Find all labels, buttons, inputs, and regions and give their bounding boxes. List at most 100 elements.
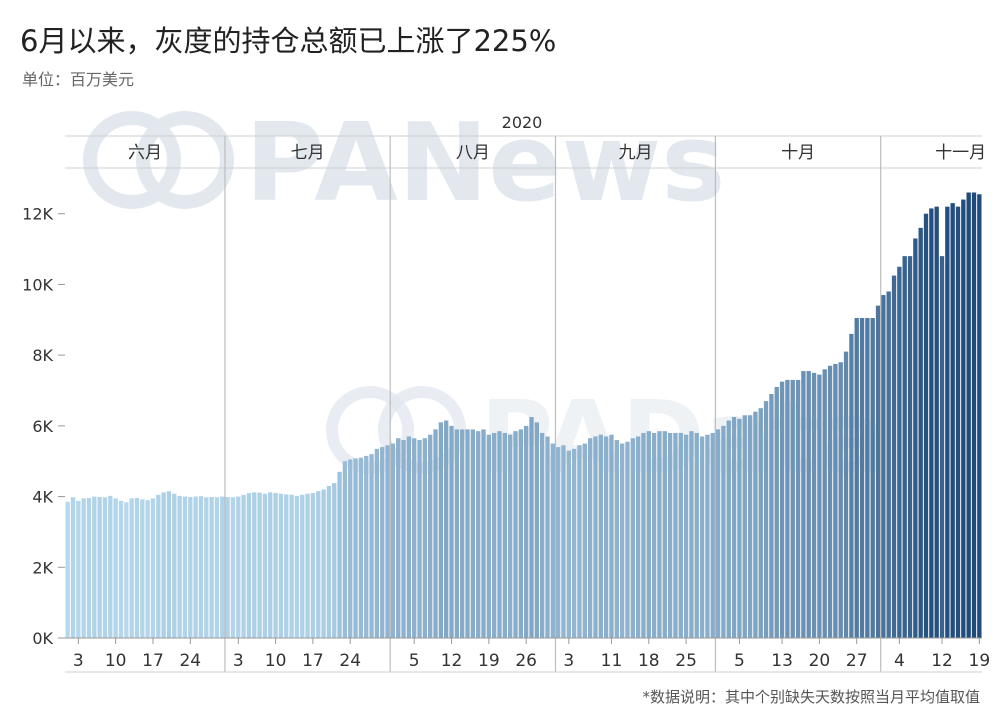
bar (646, 431, 651, 638)
chart-title: 6月以来，灰度的持仓总额已上涨了225% (20, 24, 557, 58)
bar (246, 493, 252, 638)
bar (699, 436, 705, 638)
bar (353, 458, 358, 638)
x-tick-label: 19 (478, 651, 500, 671)
bar (614, 440, 619, 638)
bar (934, 206, 939, 638)
bar (635, 436, 641, 638)
bar (582, 443, 587, 638)
bar (508, 434, 513, 638)
bar (102, 497, 108, 638)
bar (779, 381, 785, 638)
svg-text:PANews: PANews (245, 101, 726, 226)
bar (337, 471, 342, 638)
x-tick-label: 10 (105, 651, 127, 671)
bar (886, 291, 891, 638)
bar (763, 401, 769, 638)
x-tick-label: 12 (441, 651, 463, 671)
bar (593, 436, 598, 638)
bar (225, 496, 230, 638)
y-tick-label: 2K (32, 558, 53, 577)
x-tick-label: 25 (675, 651, 697, 671)
bar (470, 429, 476, 638)
x-tick-label: 27 (846, 651, 868, 671)
bar (827, 365, 833, 638)
bar (198, 496, 204, 638)
bar (939, 256, 945, 638)
bar (971, 192, 977, 638)
bar (966, 192, 971, 638)
bar (731, 417, 737, 638)
y-tick-label: 0K (32, 629, 53, 648)
bar (209, 496, 214, 638)
bar (641, 432, 646, 638)
bar (577, 445, 582, 638)
bar (710, 432, 715, 638)
bar (465, 429, 470, 638)
bar (923, 213, 929, 638)
bar (332, 483, 337, 638)
bar (422, 438, 428, 638)
bar (433, 429, 438, 638)
bar (502, 432, 507, 638)
x-tick-label: 24 (339, 651, 361, 671)
bar (870, 318, 875, 638)
bar (70, 497, 76, 638)
bar (172, 493, 177, 638)
bar (705, 434, 710, 638)
bar (460, 429, 465, 638)
bar (518, 429, 523, 638)
bar (81, 498, 86, 638)
bar (897, 266, 902, 638)
bar (651, 432, 657, 638)
bar (486, 434, 492, 638)
bar (97, 496, 102, 638)
month-label: 九月 (618, 143, 652, 163)
y-tick-label: 12K (22, 205, 53, 224)
x-tick-label: 3 (563, 651, 574, 671)
watermark-panews: PANews (83, 101, 726, 226)
x-tick-label: 5 (734, 651, 745, 671)
bar (662, 431, 667, 638)
bar (742, 415, 747, 638)
bar (449, 425, 454, 638)
bar (166, 491, 172, 638)
month-label: 八月 (456, 143, 490, 163)
bar (348, 459, 353, 638)
bar (284, 494, 289, 638)
bar (566, 450, 571, 638)
bar (156, 494, 161, 638)
bar (774, 386, 779, 638)
year-label: 2020 (502, 113, 543, 132)
bar (358, 457, 364, 638)
bar (955, 206, 961, 638)
bar (262, 493, 268, 638)
bar (108, 495, 113, 638)
bar (241, 494, 246, 638)
bar (364, 455, 369, 638)
x-tick-label: 24 (179, 651, 201, 671)
bar (86, 497, 92, 638)
bar (92, 496, 97, 638)
y-tick-label: 4K (32, 488, 53, 507)
bar (524, 425, 529, 638)
x-tick-label: 3 (233, 651, 244, 671)
bar (236, 496, 241, 638)
bar (401, 440, 406, 638)
bar (492, 432, 497, 638)
bar (150, 498, 156, 638)
bar (673, 432, 678, 638)
bar (737, 418, 742, 638)
x-axis: 3 10 17 24 3 10 17 24 5 12 19 26 3 11 18 25 5 13 20 27 4 12 19… (65, 637, 990, 673)
bar (918, 227, 923, 639)
bar (945, 206, 950, 638)
bar (561, 445, 566, 638)
bar (859, 318, 865, 638)
bar (380, 447, 385, 638)
x-tick-label: 11 (601, 651, 623, 671)
bar (257, 492, 262, 638)
bar (694, 432, 699, 638)
x-tick-label: 5 (409, 651, 420, 671)
bar (726, 420, 731, 638)
bar (619, 443, 625, 638)
